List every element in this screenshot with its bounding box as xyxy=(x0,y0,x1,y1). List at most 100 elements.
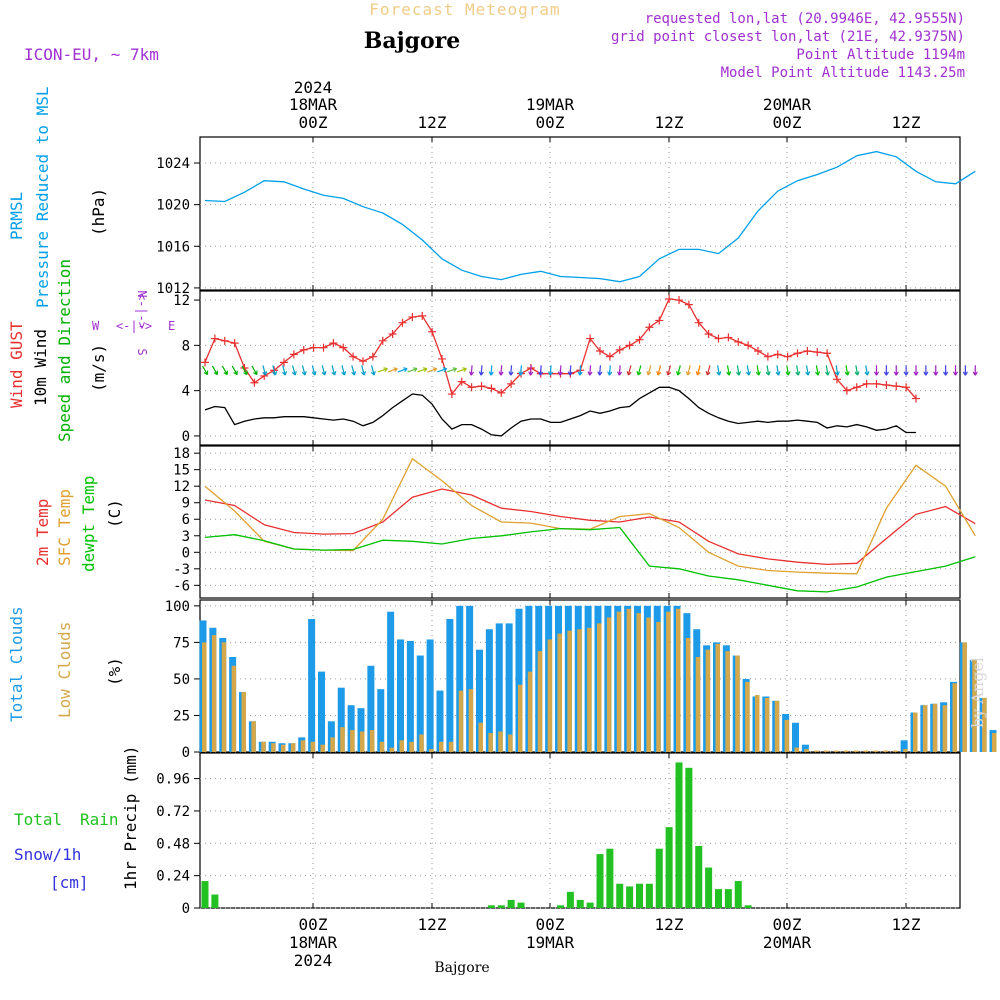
low-cloud-bar xyxy=(587,627,592,752)
top-date-2: 19MAR xyxy=(526,95,575,114)
wind-gust-point xyxy=(339,343,348,352)
precip-bar xyxy=(211,894,219,908)
requested-coords: requested lon,lat (20.9946E, 42.9555N) xyxy=(645,11,965,27)
wind-gust-point xyxy=(615,345,624,354)
wind-unit: (m/s) xyxy=(89,344,108,392)
low-cloud-bar xyxy=(903,749,908,752)
wind-direction-arrow xyxy=(597,365,603,376)
wind-direction-arrow xyxy=(577,365,583,376)
temp-ytick-label-1: -3 xyxy=(173,562,190,578)
wind-gust-point xyxy=(912,394,920,403)
wind-direction-arrow xyxy=(815,365,821,376)
temp-2m-label: 2m Temp xyxy=(33,499,52,566)
low-cloud-bar xyxy=(419,734,424,752)
precip-bar xyxy=(655,848,663,908)
wind-direction-arrow xyxy=(607,365,613,376)
low-cloud-bar xyxy=(932,703,938,752)
low-cloud-bar xyxy=(952,683,957,752)
precip-bar xyxy=(557,905,564,908)
low-cloud-bar xyxy=(814,750,819,752)
low-cloud-bar xyxy=(379,741,385,752)
precip-bar xyxy=(744,905,752,908)
wind-direction-arrow xyxy=(518,365,524,376)
wind-direction-arrow xyxy=(427,367,438,373)
low-cloud-bar xyxy=(676,608,681,752)
wind-direction-arrow xyxy=(656,365,662,376)
top-tick-5: 00Z xyxy=(773,113,802,132)
wind-gust-point xyxy=(359,357,367,366)
wind-direction-arrow xyxy=(626,365,632,376)
wind-gust-label: Wind GUST xyxy=(7,321,26,408)
wind-gust-point xyxy=(438,354,446,363)
wind-direction-arrow xyxy=(272,365,278,376)
wind-gust-point xyxy=(467,383,476,392)
low-cloud-bar xyxy=(567,630,572,752)
wind-panel-frame xyxy=(199,290,961,446)
compass-w: W xyxy=(92,319,100,333)
wind-gust-point xyxy=(388,330,397,339)
wind-gust-point xyxy=(734,337,743,346)
temp-ytick-label-3: 3 xyxy=(182,529,190,545)
precip-bar xyxy=(734,881,742,908)
point-altitude: Point Altitude 1194m xyxy=(796,47,965,63)
wind-direction-arrow xyxy=(528,365,534,376)
wind-gust-line xyxy=(204,298,917,400)
wind-gust-point xyxy=(309,343,318,352)
low-cloud-bar xyxy=(843,750,849,752)
total-cloud-bar xyxy=(357,708,365,752)
wind-direction-arrow xyxy=(587,365,593,376)
precip-bar xyxy=(626,886,634,908)
low-cloud-bar xyxy=(893,750,898,752)
bottom-year: 2024 xyxy=(294,951,333,970)
wind-direction-arrow xyxy=(488,365,494,376)
pressure-ytick-label-2: 1020 xyxy=(156,198,190,214)
wind-direction-arrow xyxy=(666,365,672,376)
wind-gust-point xyxy=(793,349,802,358)
wind-gust-point xyxy=(852,383,861,392)
low-cloud-bar xyxy=(409,741,414,752)
wind-direction-arrow xyxy=(538,365,544,376)
top-tick-1: 00Z xyxy=(299,113,328,132)
wind-direction-arrow xyxy=(795,365,801,376)
wind-gust-point xyxy=(586,334,595,343)
temp-sfc-label: SFC Temp xyxy=(55,489,74,566)
low-cloud-bar xyxy=(518,684,523,752)
low-cloud-bar xyxy=(745,681,750,752)
total-cloud-bar xyxy=(495,623,503,752)
wind-direction-arrow xyxy=(241,365,248,376)
precip-bar xyxy=(645,883,653,908)
wind-direction-arrow xyxy=(311,365,317,376)
bottom-tick-2: 12Z xyxy=(418,915,447,934)
wind-direction-arrow xyxy=(952,365,959,376)
compass-n: N xyxy=(135,290,149,297)
low-cloud-bar xyxy=(715,643,720,752)
precip-snow-label: Snow/1h xyxy=(14,845,81,864)
clouds-ytick-label-2: 50 xyxy=(173,672,190,688)
total-cloud-bar xyxy=(337,687,345,752)
temp-panel-frame xyxy=(199,445,961,599)
temp-ytick-label-6: 12 xyxy=(173,479,190,495)
wind-gust-point xyxy=(280,358,288,367)
model-altitude: Model Point Altitude 1143.25m xyxy=(721,65,965,81)
wind-gust-point xyxy=(220,336,229,345)
wind-direction-arrow xyxy=(636,365,642,376)
low-cloud-bar xyxy=(873,750,878,752)
top-tick-6: 12Z xyxy=(892,113,921,132)
wind-gust-point xyxy=(201,358,209,367)
low-cloud-bar xyxy=(261,741,266,752)
gridpoint-coords: grid point closest lon,lat (21E, 42.9375… xyxy=(611,29,965,45)
wind-direction-arrow xyxy=(201,365,209,376)
low-cloud-bar xyxy=(577,629,582,752)
wind-gust-point xyxy=(655,316,664,325)
wind-gust-point xyxy=(605,352,614,361)
bottom-date-2: 19MAR xyxy=(526,933,575,952)
wind-gust-point xyxy=(477,382,486,391)
low-cloud-bar xyxy=(755,695,760,752)
total-cloud-bar xyxy=(308,619,316,752)
total-cloud-bar xyxy=(436,690,444,752)
total-cloud-bar xyxy=(416,655,424,752)
low-cloud-bar xyxy=(498,731,503,752)
total-cloud-bar xyxy=(792,722,799,752)
wind-direction-arrow xyxy=(726,365,732,376)
total-cloud-bar xyxy=(347,705,355,752)
